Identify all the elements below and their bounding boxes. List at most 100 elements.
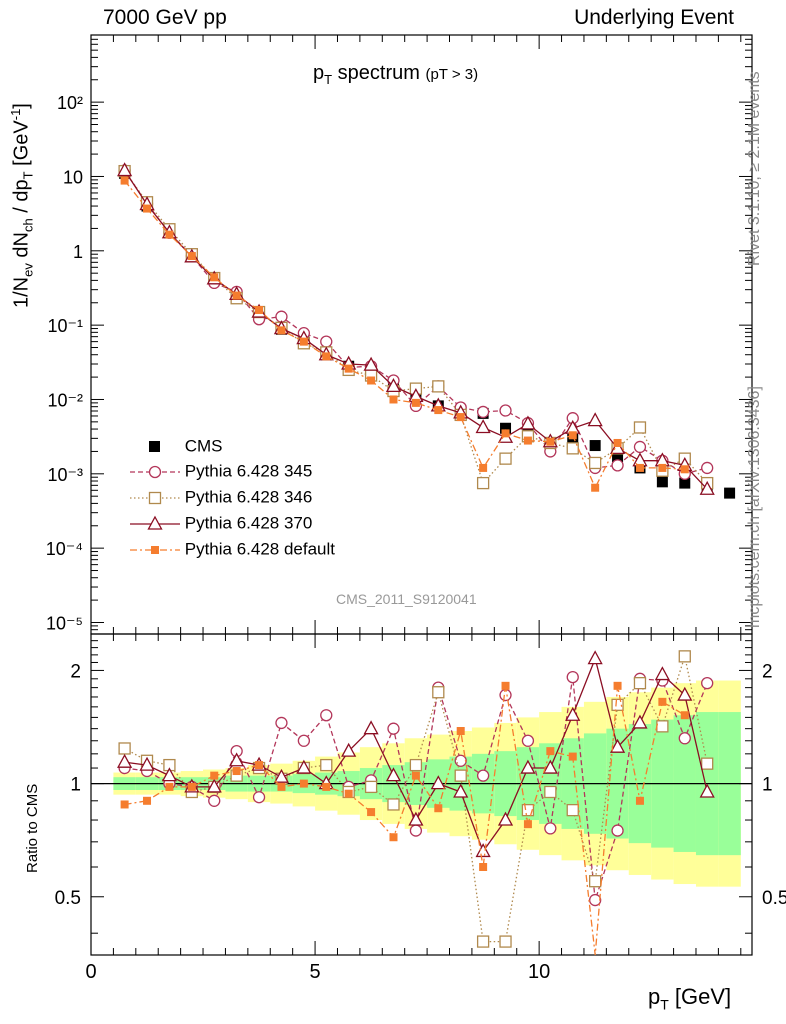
marker-main-pythia-6-428-default: [613, 438, 622, 447]
marker-ratio-pythia-6-428-345: [275, 716, 288, 730]
plot-title-rest: spectrum: [332, 62, 420, 84]
marker-ratio-pythia-6-428-default: [680, 711, 689, 720]
marker-ratio-pythia-6-428-370: [139, 756, 155, 771]
legend-marker-345: [130, 465, 180, 479]
marker-main-pythia-6-428-346: [432, 380, 445, 393]
series-ratio-pythia-6-428-370: [117, 650, 715, 858]
marker-ratio-pythia-6-428-default: [367, 808, 376, 817]
marker-main-pythia-6-428-default: [165, 230, 174, 239]
legend-label-370: Pythia 6.428 370: [184, 513, 313, 533]
marker-ratio-pythia-6-428-370: [117, 753, 133, 768]
y-tick-label-ratio-right: 0.5: [762, 888, 786, 909]
marker-ratio-pythia-6-428-default: [165, 782, 174, 791]
marker-ratio-pythia-6-428-370: [565, 706, 581, 721]
marker-main-pythia-6-428-345: [320, 335, 333, 348]
marker-main-pythia-6-428-370: [117, 162, 133, 177]
marker-ratio-pythia-6-428-346: [544, 785, 557, 799]
y-tick-label-upper: 10⁻²: [47, 390, 83, 410]
legend-label-345: Pythia 6.428 345: [184, 461, 313, 481]
marker-main-pythia-6-428-346: [566, 442, 579, 455]
marker-ratio-pythia-6-428-345: [297, 734, 311, 747]
marker-main-pythia-6-428-default: [344, 364, 353, 373]
marker-ratio-pythia-6-428-346: [409, 758, 423, 772]
marker-ratio-pythia-6-428-346: [499, 935, 512, 948]
marker-ratio-pythia-6-428-370: [453, 783, 469, 798]
marker-ratio-pythia-6-428-346: [432, 686, 445, 699]
rivet-label: Rivet 3.1.10, ≥ 2.1M events: [746, 71, 763, 266]
analysis-id: CMS_2011_S9120041: [336, 591, 477, 607]
marker-ratio-pythia-6-428-default: [501, 681, 510, 690]
marker-main-pythia-6-428-default: [658, 463, 667, 472]
marker-ratio-pythia-6-428-370: [542, 759, 558, 774]
y-tick-label-ratio-left: 2: [70, 661, 81, 682]
plot-title-p: p: [313, 62, 325, 84]
marker-ratio-pythia-6-428-370: [677, 686, 693, 701]
x-tick-label: 10: [528, 961, 550, 983]
marker-ratio-pythia-6-428-345: [387, 722, 400, 735]
y-tick-label-ratio-right: 2: [762, 661, 773, 682]
marker-ratio-pythia-6-428-370: [520, 759, 536, 774]
marker-ratio-pythia-6-428-default: [456, 727, 465, 736]
marker-main-cms: [589, 440, 601, 452]
series-main-pythia-6-428-345: [118, 164, 714, 480]
marker-main-pythia-6-428-default: [635, 463, 644, 472]
marker-ratio-pythia-6-428-346: [678, 650, 691, 663]
marker-ratio-pythia-6-428-346: [701, 757, 714, 770]
marker-main-pythia-6-428-370: [520, 415, 536, 430]
y-tick-label-ratio-left: 1: [70, 775, 81, 796]
marker-ratio-pythia-6-428-370: [654, 666, 670, 681]
legend-marker-cms: [149, 441, 160, 452]
legend-item-default: Pythia 6.428 default: [130, 539, 335, 563]
marker-ratio-pythia-6-428-346: [589, 875, 602, 888]
y-axis-title-upper: 1/Nev dNch / dpT [GeV-1]: [8, 103, 36, 308]
x-tick-label: 5: [310, 961, 321, 983]
header-right: Underlying Event: [574, 6, 734, 29]
marker-ratio-pythia-6-428-default: [210, 771, 219, 780]
series-layer: [117, 162, 736, 956]
marker-main-pythia-6-428-345: [476, 405, 490, 419]
axes-frames: 10⁻⁵ 10⁻⁴ 10⁻³ 10⁻² 10⁻¹ 1 10 10² 0.5 0.5 1 1 2 2 0 5 10: [46, 34, 786, 983]
marker-ratio-pythia-6-428-346: [566, 803, 579, 817]
marker-main-pythia-6-428-345: [701, 461, 714, 475]
marker-main-pythia-6-428-370: [385, 378, 402, 393]
y-tick-label-upper: 10⁻⁴: [46, 539, 83, 559]
marker-main-pythia-6-428-default: [434, 406, 443, 415]
marker-ratio-pythia-6-428-345: [544, 822, 557, 835]
series-main-pythia-6-428-default: [120, 176, 689, 492]
marker-ratio-pythia-6-428-346: [118, 742, 131, 755]
marker-main-pythia-6-428-default: [680, 465, 689, 474]
marker-ratio-pythia-6-428-346: [320, 758, 333, 772]
marker-ratio-pythia-6-428-370: [430, 775, 446, 790]
marker-main-pythia-6-428-345: [499, 404, 512, 417]
marker-ratio-pythia-6-428-default: [613, 681, 622, 690]
marker-main-pythia-6-428-346: [499, 452, 512, 465]
marker-main-cms: [679, 477, 691, 489]
marker-ratio-pythia-6-428-370: [206, 778, 222, 793]
y-tick-label-upper: 1: [73, 242, 83, 262]
marker-main-pythia-6-428-default: [187, 252, 196, 261]
marker-main-pythia-6-428-370: [632, 452, 648, 467]
marker-ratio-pythia-6-428-370: [475, 843, 491, 858]
marker-main-pythia-6-428-370: [475, 419, 491, 434]
marker-ratio-pythia-6-428-default: [322, 782, 331, 791]
marker-main-pythia-6-428-default: [479, 463, 488, 472]
marker-main-cms: [612, 451, 624, 463]
marker-ratio-pythia-6-428-default: [635, 796, 644, 805]
legend-item-345: Pythia 6.428 345: [130, 461, 312, 485]
marker-main-pythia-6-428-default: [299, 337, 308, 346]
marker-ratio-pythia-6-428-default: [434, 804, 443, 813]
marker-main-pythia-6-428-default: [411, 398, 420, 407]
marker-ratio-pythia-6-428-345: [521, 734, 535, 747]
marker-ratio-pythia-6-428-345: [589, 893, 602, 907]
marker-main-pythia-6-428-default: [255, 305, 264, 314]
marker-ratio-pythia-6-428-default: [277, 782, 286, 791]
marker-ratio-pythia-6-428-default: [120, 800, 129, 809]
marker-main-cms: [500, 422, 512, 434]
marker-ratio-pythia-6-428-345: [611, 824, 624, 837]
marker-ratio-pythia-6-428-370: [273, 768, 290, 783]
marker-ratio-pythia-6-428-345: [476, 769, 490, 782]
marker-main-pythia-6-428-default: [143, 204, 152, 213]
plot-title: pT spectrum (pT > 3): [313, 62, 478, 87]
legend-item-370: Pythia 6.428 370: [130, 513, 312, 537]
header-left: 7000 GeV pp: [103, 6, 227, 29]
